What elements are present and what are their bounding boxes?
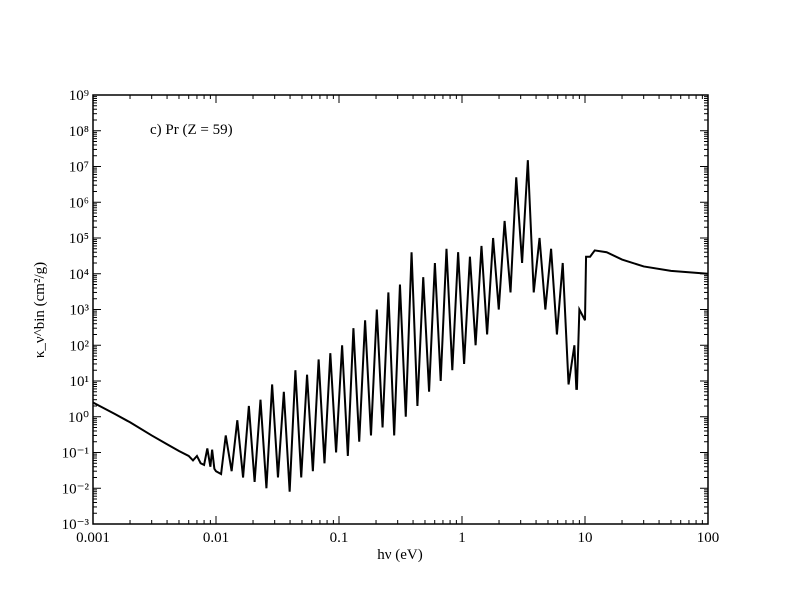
y-tick-label: 10⁻² bbox=[62, 481, 90, 497]
y-tick-label: 10⁶ bbox=[69, 195, 89, 211]
annotation: c) Pr (Z = 59) bbox=[150, 122, 233, 138]
y-tick-label: 10⁵ bbox=[69, 231, 89, 247]
y-tick-label: 10⁻³ bbox=[62, 517, 90, 533]
y-tick-label: 10¹ bbox=[70, 374, 90, 390]
y-tick-label: 10³ bbox=[70, 303, 90, 319]
x-tick-label: 0.001 bbox=[76, 530, 110, 546]
y-tick-label: 10⁷ bbox=[69, 160, 89, 176]
x-tick-label: 0.01 bbox=[203, 530, 229, 546]
x-axis-label: hν (eV) bbox=[377, 547, 423, 563]
x-tick-label: 100 bbox=[697, 530, 720, 546]
data-line bbox=[92, 160, 709, 492]
y-tick-label: 10⁻¹ bbox=[62, 446, 89, 462]
y-tick-label: 10² bbox=[70, 338, 90, 354]
y-tick-label: 10⁴ bbox=[69, 267, 89, 283]
y-axis-label: κ_ν^bin (cm²/g) bbox=[32, 262, 48, 358]
y-tick-label: 10⁰ bbox=[68, 410, 89, 426]
x-tick-label: 10 bbox=[578, 530, 593, 546]
y-tick-label: 10⁹ bbox=[69, 88, 89, 104]
x-tick-label: 0.1 bbox=[330, 530, 349, 546]
x-tick-label: 1 bbox=[458, 530, 466, 546]
y-tick-label: 10⁸ bbox=[69, 124, 89, 140]
